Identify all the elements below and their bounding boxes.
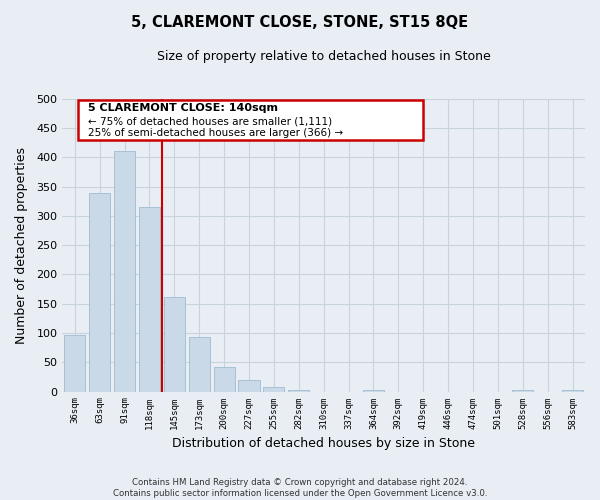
Bar	[64, 335, 85, 392]
Text: 25% of semi-detached houses are larger (366) →: 25% of semi-detached houses are larger (…	[88, 128, 344, 138]
Bar	[288, 390, 310, 392]
Bar	[238, 380, 260, 392]
Bar	[164, 296, 185, 392]
X-axis label: Distribution of detached houses by size in Stone: Distribution of detached houses by size …	[172, 437, 475, 450]
FancyBboxPatch shape	[78, 100, 423, 140]
Bar	[214, 367, 235, 392]
Bar	[363, 390, 384, 392]
Bar	[139, 207, 160, 392]
Text: 5, CLAREMONT CLOSE, STONE, ST15 8QE: 5, CLAREMONT CLOSE, STONE, ST15 8QE	[131, 15, 469, 30]
Bar	[263, 387, 284, 392]
Bar	[89, 192, 110, 392]
Y-axis label: Number of detached properties: Number of detached properties	[15, 146, 28, 344]
Title: Size of property relative to detached houses in Stone: Size of property relative to detached ho…	[157, 50, 491, 63]
Bar	[512, 390, 533, 392]
Text: ← 75% of detached houses are smaller (1,111): ← 75% of detached houses are smaller (1,…	[88, 116, 332, 126]
Bar	[562, 390, 583, 392]
Text: 5 CLAREMONT CLOSE: 140sqm: 5 CLAREMONT CLOSE: 140sqm	[88, 104, 278, 114]
Bar	[114, 151, 135, 392]
Bar	[188, 337, 210, 392]
Text: Contains HM Land Registry data © Crown copyright and database right 2024.
Contai: Contains HM Land Registry data © Crown c…	[113, 478, 487, 498]
